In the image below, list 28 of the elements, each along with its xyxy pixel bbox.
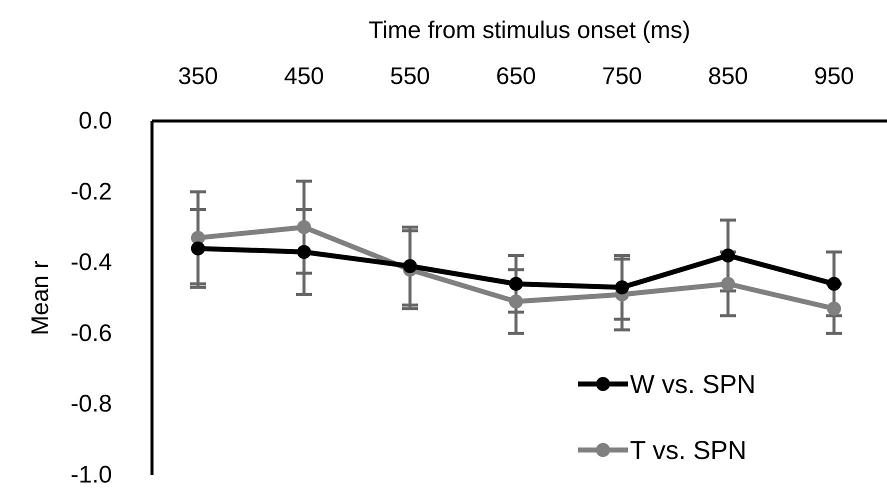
point <box>191 241 205 256</box>
y-tick-label: -1.0 <box>70 462 112 488</box>
point <box>827 302 841 316</box>
x-tick-label: 650 <box>496 63 536 90</box>
y-tick-label: -0.2 <box>70 178 112 206</box>
point <box>297 220 311 234</box>
point <box>403 259 417 274</box>
point <box>721 248 735 263</box>
legend-label: W vs. SPN <box>630 369 756 399</box>
x-axis-title: Time from stimulus onset (ms) <box>368 17 690 44</box>
x-tick-label: 550 <box>390 63 430 90</box>
point <box>509 294 523 309</box>
y-tick-label: 0.0 <box>78 108 112 134</box>
legend-label: T vs. SPN <box>630 435 747 465</box>
y-axis-title: Mean r <box>27 260 54 336</box>
x-tick-label: 850 <box>708 63 748 90</box>
y-tick-label: -0.4 <box>70 249 112 276</box>
point <box>615 280 629 294</box>
point <box>827 276 841 291</box>
x-tick-label: 450 <box>284 63 324 90</box>
point <box>297 244 311 259</box>
x-tick-label: 950 <box>814 63 854 90</box>
y-tick-label: -0.6 <box>70 320 112 347</box>
point <box>721 276 735 291</box>
x-tick-label: 350 <box>178 63 218 90</box>
point <box>509 276 523 291</box>
x-tick-label: 750 <box>602 63 642 90</box>
y-tick-label: -0.8 <box>70 390 112 418</box>
